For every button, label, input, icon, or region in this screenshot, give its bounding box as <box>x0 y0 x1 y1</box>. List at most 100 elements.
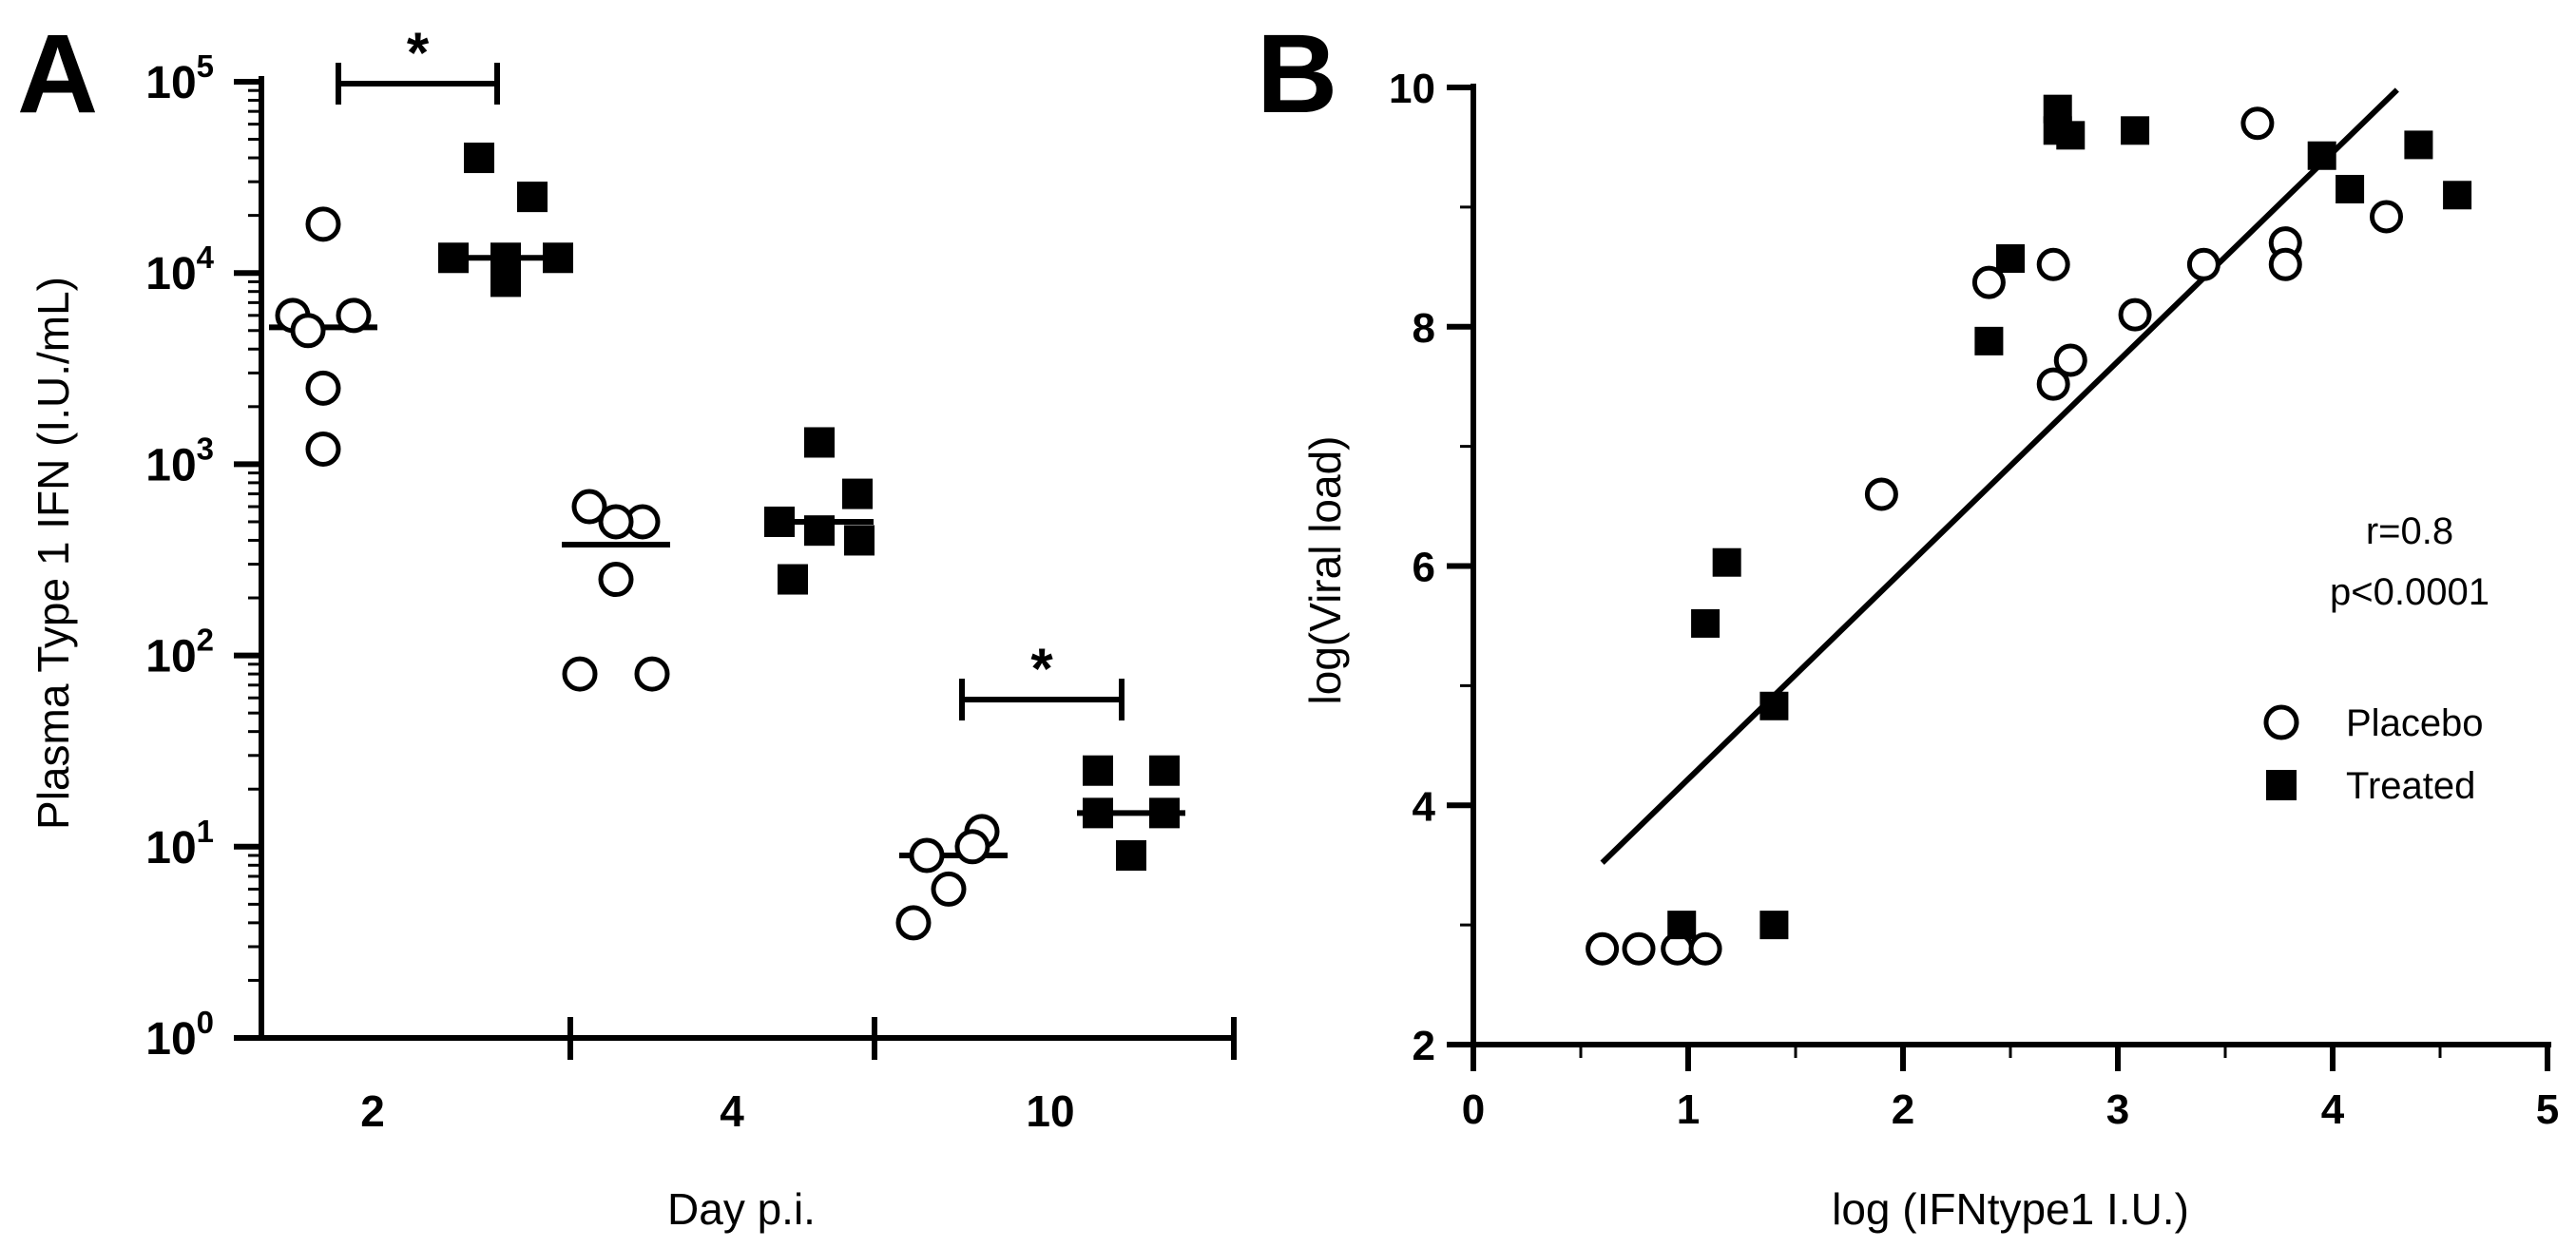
y-tick-label: 101 <box>145 814 214 874</box>
data-point <box>931 871 967 907</box>
panel-b-x-axis-title: log (IFNtype1 I.U.) <box>1832 1184 2189 1234</box>
x-tick-label: 4 <box>720 1086 744 1136</box>
data-point <box>764 506 795 537</box>
data-point <box>490 266 521 298</box>
data-point <box>1149 797 1180 829</box>
x-tick-label: 2 <box>1892 1086 1914 1133</box>
data-point <box>2121 116 2150 145</box>
data-point <box>1712 547 1741 577</box>
data-point <box>2118 298 2152 332</box>
data-point <box>2268 247 2302 281</box>
legend-label: Placebo <box>2346 702 2484 744</box>
y-tick-label: 104 <box>145 240 214 299</box>
panel-b-x-ticks: 0 1 2 3 4 5 <box>1462 1045 2559 1133</box>
panel-a-y-axis-title: Plasma Type 1 IFN (I.U./mL) <box>29 277 78 830</box>
data-point <box>562 656 598 692</box>
panel-a-points <box>275 143 1180 941</box>
data-point <box>1149 755 1180 786</box>
data-point <box>1622 931 1656 966</box>
x-tick-label: 10 <box>1026 1086 1074 1136</box>
data-point <box>543 242 573 274</box>
data-point <box>2336 174 2365 203</box>
data-point <box>1971 265 2006 299</box>
panel-b-annotation-p: p<0.0001 <box>2330 571 2489 613</box>
significance-star: * <box>1030 637 1053 701</box>
data-point <box>778 564 808 595</box>
y-tick-label: 8 <box>1413 305 1435 352</box>
data-point <box>1688 931 1722 966</box>
panel-b-y-axis-title: log(Viral load) <box>1300 436 1350 705</box>
panel-a-y-ticks: 100 101 102 103 104 105 <box>145 48 261 1065</box>
legend-marker <box>2263 704 2299 740</box>
data-point <box>1083 755 1113 786</box>
panel-b-letter: B <box>1257 11 1337 137</box>
data-point <box>804 427 835 458</box>
y-tick-label: 100 <box>145 1005 214 1065</box>
x-tick-label: 4 <box>2321 1086 2345 1133</box>
panel-a-x-ticks: 2 4 10 <box>360 1086 1074 1136</box>
data-point <box>2186 247 2220 281</box>
data-point <box>909 837 945 874</box>
data-point <box>598 504 634 540</box>
data-point <box>1083 797 1113 829</box>
data-point <box>2036 247 2070 281</box>
panel-a-significance: ** <box>336 21 1125 720</box>
panel-b-points <box>1586 94 2472 966</box>
x-tick-label: 1 <box>1677 1086 1700 1133</box>
y-tick-label: 4 <box>1413 783 1436 830</box>
data-point <box>1691 608 1721 638</box>
data-point <box>1759 911 1789 940</box>
data-point <box>844 525 875 556</box>
data-point <box>438 242 469 274</box>
panel-a-x-axis-title: Day p.i. <box>667 1184 816 1234</box>
data-point <box>1667 911 1697 940</box>
data-point <box>1974 326 2004 355</box>
data-point <box>1586 931 1620 966</box>
data-point <box>2307 141 2336 170</box>
data-point <box>2240 106 2275 141</box>
data-point <box>1864 477 1898 511</box>
panel-b-legend: Placebo Treated <box>2263 702 2484 807</box>
y-tick-label: 2 <box>1413 1023 1435 1069</box>
data-point <box>842 478 873 509</box>
data-point <box>954 829 990 865</box>
y-tick-label: 103 <box>145 431 214 490</box>
panel-a-letter: A <box>17 11 98 137</box>
data-point <box>305 431 341 467</box>
legend-label: Treated <box>2346 765 2475 807</box>
data-point <box>895 905 932 941</box>
panel-b: B 2 4 6 8 10 0 1 2 3 4 5 r=0.8 p<0.0001 Placebo Tr… <box>1257 11 2559 1234</box>
data-point <box>804 515 835 547</box>
fit-line <box>1600 87 2399 865</box>
data-point <box>2036 367 2070 401</box>
data-point <box>517 182 548 213</box>
x-tick-label: 5 <box>2536 1086 2559 1133</box>
x-tick-label: 0 <box>1462 1086 1485 1133</box>
data-point <box>598 562 634 598</box>
data-point <box>1116 840 1146 872</box>
panel-b-y-ticks: 2 4 6 8 10 <box>1389 66 1473 1069</box>
data-point <box>305 206 341 242</box>
data-point <box>2443 181 2472 210</box>
panel-b-annotation-r: r=0.8 <box>2366 510 2453 552</box>
data-point <box>571 489 607 525</box>
y-tick-label: 10 <box>1389 66 1435 112</box>
data-point <box>1759 691 1789 720</box>
data-point <box>464 143 494 174</box>
data-point <box>1996 244 2025 274</box>
y-tick-label: 102 <box>145 623 214 682</box>
panel-a-medians <box>269 255 1185 859</box>
x-tick-label: 2 <box>360 1086 385 1136</box>
legend-marker <box>2266 770 2297 800</box>
panel-b-fit-line-group <box>1600 87 2399 865</box>
data-point <box>305 370 341 406</box>
data-point <box>634 656 670 692</box>
data-point <box>2056 121 2086 150</box>
data-point <box>2053 343 2087 377</box>
x-tick-label: 3 <box>2106 1086 2129 1133</box>
data-point <box>336 298 372 334</box>
data-point <box>2404 130 2433 160</box>
y-tick-label: 6 <box>1413 545 1435 591</box>
